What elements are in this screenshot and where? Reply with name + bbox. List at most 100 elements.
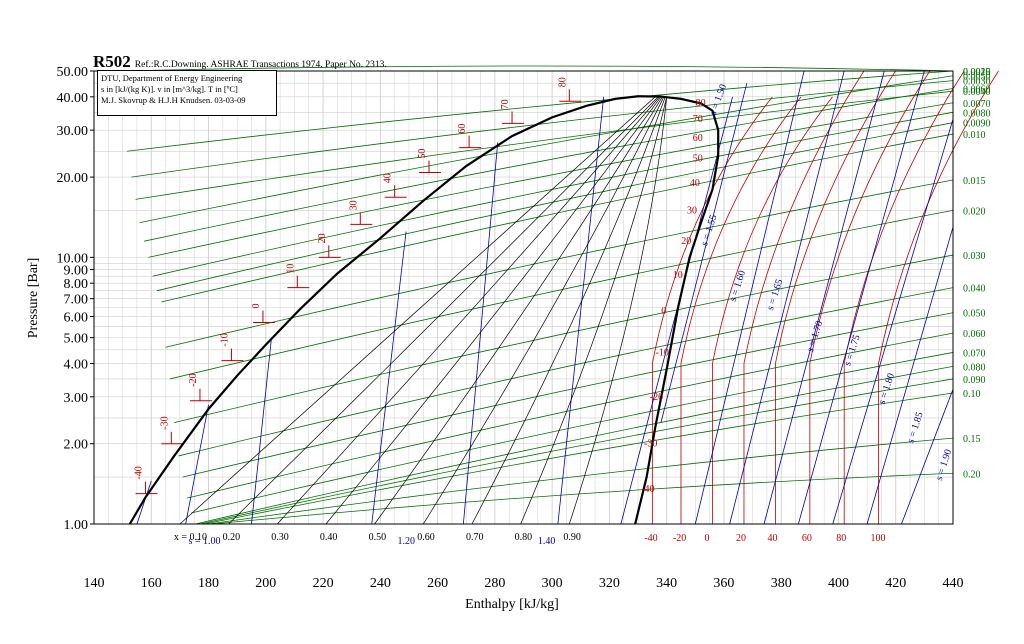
info-line-1: DTU, Department of Energy Engineering — [101, 73, 243, 83]
x-tick-label: 320 — [599, 576, 620, 591]
x-tick-label: 140 — [84, 576, 105, 591]
isotherm-bottom-label: 100 — [871, 533, 886, 544]
x-tick-label: 200 — [255, 576, 276, 591]
quality-line — [179, 96, 656, 525]
y-tick-label: 2.00 — [64, 438, 89, 453]
quality-line — [471, 96, 666, 525]
isochore-line — [161, 133, 954, 303]
isochore-label: 0.0040 — [963, 87, 991, 98]
isochore-label: 0.0050 — [963, 72, 991, 83]
isochore-label: 0.0020 — [963, 67, 991, 78]
sat-temp-label: 40 — [383, 173, 394, 183]
isotherm-label: 0 — [661, 306, 666, 317]
quality-label: 0.80 — [515, 532, 533, 543]
isochore-line — [156, 122, 954, 292]
quality-line — [228, 96, 659, 525]
isotherm-lines — [135, 70, 999, 524]
isochore-label: 0.070 — [963, 348, 986, 359]
x-tick-label: 180 — [198, 576, 219, 591]
isotherm-label: -20 — [650, 392, 663, 403]
isentrope-line — [462, 142, 499, 525]
isentrope-line — [866, 226, 954, 525]
isochore-label: 0.030 — [963, 251, 986, 262]
quality-line — [520, 96, 668, 525]
sat-temp-label: 10 — [285, 264, 296, 274]
y-tick-label: 1.00 — [64, 518, 89, 533]
axes: 140 160 180 200 220 240 260 280 300 320 340 360 380 4… — [26, 65, 964, 591]
isotherm-line — [775, 70, 896, 524]
sat-temp-label: 0 — [251, 303, 262, 308]
isotherm-line — [651, 96, 773, 524]
isochore-line — [178, 287, 954, 457]
y-tick-label: 20.00 — [57, 171, 89, 186]
isochore-line — [169, 210, 954, 380]
quality-line — [374, 96, 663, 525]
isotherm-bottom-label: -20 — [673, 533, 686, 544]
isentrope-line — [694, 70, 805, 525]
isotherm-bottom-label: 0 — [704, 533, 709, 544]
isentrope-line — [185, 404, 209, 525]
quality-line — [276, 96, 660, 525]
isochore-line — [174, 254, 954, 424]
info-line-2: s in [kJ/(kg K)]. v in [m^3/kg]. T in [º… — [101, 84, 238, 94]
sat-temp-label: 60 — [457, 124, 468, 134]
isochore-line — [212, 472, 954, 525]
x-tick-label: 260 — [427, 576, 448, 591]
isotherm-label: -40 — [641, 484, 654, 495]
sat-temp-label: -40 — [134, 466, 145, 479]
isentrope-line — [136, 480, 152, 525]
info-line-3: M.J. Skovrup & H.J.H Knudsen. 03-03-09 — [101, 95, 246, 105]
isochore-label: 0.0070 — [963, 99, 991, 110]
isochore-label: 0.090 — [963, 375, 986, 386]
sat-temp-label: -20 — [188, 373, 199, 386]
x-tick-label: 340 — [656, 576, 677, 591]
y-tick-label: 4.00 — [64, 357, 89, 372]
isentrope-label: 1.20 — [398, 536, 416, 547]
isochore-line — [165, 179, 954, 348]
x-tick-label: 420 — [885, 576, 906, 591]
y-axis-title: Pressure [Bar] — [26, 258, 41, 338]
isotherm-line — [743, 70, 865, 524]
plot-frame — [93, 70, 954, 525]
isochore-label: 0.020 — [963, 206, 986, 217]
chart-title-block: R502 Ref.:R.C.Downing. ASHRAE Transaction… — [93, 52, 387, 72]
isochore-label: 0.0060 — [963, 84, 991, 95]
isotherm-label: 10 — [673, 270, 683, 281]
isentrope-line — [832, 119, 954, 525]
quality-line — [568, 96, 668, 525]
isentrope-label: s = 1.00 — [188, 536, 220, 547]
y-tick-label: 9.00 — [64, 264, 89, 279]
isochore-label: 0.0015 — [963, 67, 991, 78]
y-tick-label: 50.00 — [57, 65, 89, 80]
y-tick-label: 30.00 — [57, 124, 89, 139]
isotherm-label: 80 — [696, 98, 706, 109]
isotherm-line — [680, 96, 802, 524]
isotherm-bottom-label: -40 — [644, 533, 657, 544]
isochore-label: 0.080 — [963, 362, 986, 373]
isochore-label: 0.060 — [963, 329, 986, 340]
isentrope-line — [251, 337, 272, 525]
isotherm-bottom-label: 80 — [836, 533, 846, 544]
isotherm-line — [712, 96, 833, 524]
isentrope-label: s = 1.75 — [842, 333, 862, 367]
isochore-label: 0.20 — [963, 469, 981, 480]
isotherm-label: 40 — [690, 178, 700, 189]
saturated-liquid-line — [128, 95, 639, 525]
isentrope-line — [371, 231, 407, 525]
isochore-line — [199, 378, 954, 525]
chart-subtitle: Ref.:R.C.Downing. ASHRAE Transactions 19… — [134, 60, 387, 70]
isochore-line — [144, 88, 954, 242]
quality-line — [325, 96, 662, 525]
chart-title: R502 — [93, 52, 131, 71]
y-tick-label: 10.00 — [57, 251, 89, 266]
isentrope-lines — [136, 70, 954, 525]
isentrope-label: 1.40 — [538, 536, 556, 547]
isotherm-label: 20 — [681, 236, 691, 247]
isochore-label: 0.10 — [963, 389, 981, 400]
isentrope-line — [797, 70, 925, 525]
sat-temp-label: -10 — [219, 333, 230, 346]
isochore-label: 0.15 — [963, 434, 981, 445]
isochore-label: 0.0030 — [963, 77, 991, 88]
isotherm-bottom-label: 60 — [802, 533, 812, 544]
